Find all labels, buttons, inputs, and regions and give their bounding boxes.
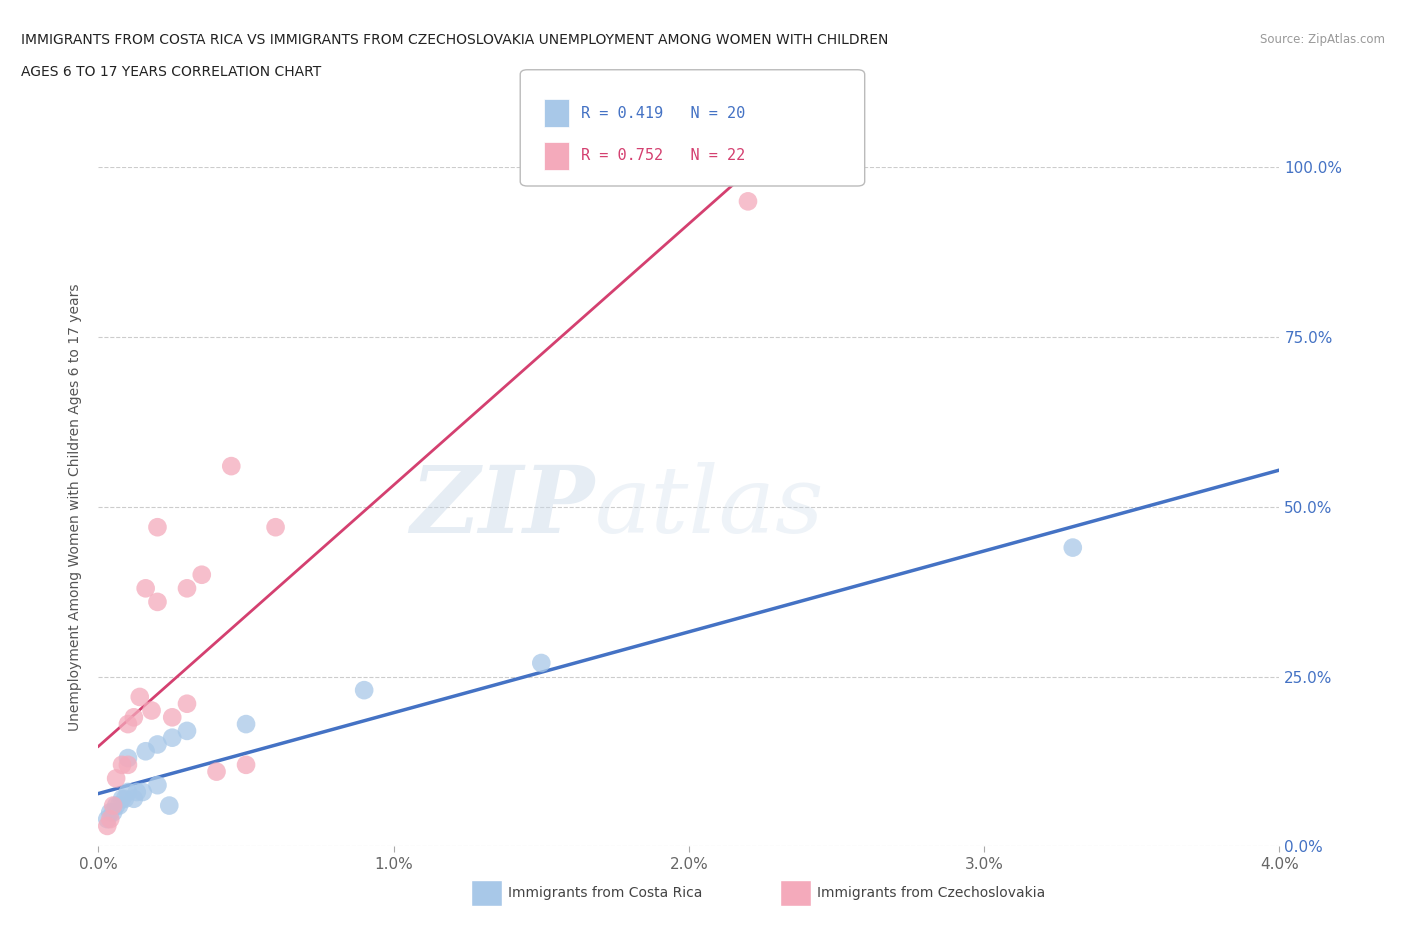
Point xyxy=(132,785,155,800)
Text: IMMIGRANTS FROM COSTA RICA VS IMMIGRANTS FROM CZECHOSLOVAKIA UNEMPLOYMENT AMONG : IMMIGRANTS FROM COSTA RICA VS IMMIGRANTS… xyxy=(21,33,889,46)
Text: R = 0.419   N = 20: R = 0.419 N = 20 xyxy=(581,106,745,121)
Point xyxy=(125,785,148,800)
Point xyxy=(146,777,169,792)
Point xyxy=(105,771,128,786)
Point xyxy=(108,798,131,813)
Point xyxy=(122,710,145,724)
Point xyxy=(235,757,257,772)
Y-axis label: Unemployment Among Women with Children Ages 6 to 17 years: Unemployment Among Women with Children A… xyxy=(69,283,83,731)
Point xyxy=(135,744,157,759)
Text: atlas: atlas xyxy=(595,462,824,551)
Point xyxy=(103,805,125,820)
Point xyxy=(219,458,242,473)
Point xyxy=(117,757,139,772)
Point xyxy=(353,683,375,698)
Point xyxy=(111,757,134,772)
Point xyxy=(141,703,163,718)
Point xyxy=(98,805,121,820)
Point xyxy=(530,656,553,671)
Point xyxy=(205,764,228,779)
Point xyxy=(235,717,257,732)
Text: R = 0.752   N = 22: R = 0.752 N = 22 xyxy=(581,149,745,164)
Point xyxy=(146,737,169,752)
Point xyxy=(122,791,145,806)
Point xyxy=(176,581,198,596)
Text: ZIP: ZIP xyxy=(411,462,595,551)
Text: Source: ZipAtlas.com: Source: ZipAtlas.com xyxy=(1260,33,1385,46)
Point xyxy=(96,812,118,827)
Point xyxy=(135,581,157,596)
Point xyxy=(128,689,150,704)
Point xyxy=(111,791,134,806)
Point xyxy=(162,710,183,724)
Point xyxy=(117,717,139,732)
Point xyxy=(176,697,198,711)
Point xyxy=(737,194,759,209)
Point xyxy=(98,812,121,827)
Point xyxy=(264,520,287,535)
Point xyxy=(105,798,128,813)
Point xyxy=(1062,540,1084,555)
Point xyxy=(176,724,198,738)
Point xyxy=(146,594,169,609)
Point xyxy=(162,730,183,745)
Text: AGES 6 TO 17 YEARS CORRELATION CHART: AGES 6 TO 17 YEARS CORRELATION CHART xyxy=(21,65,322,79)
Point xyxy=(117,785,139,800)
Point xyxy=(114,791,136,806)
Point xyxy=(157,798,180,813)
Point xyxy=(146,520,169,535)
Point xyxy=(191,567,214,582)
Point xyxy=(117,751,139,765)
Point xyxy=(96,818,118,833)
Text: Immigrants from Czechoslovakia: Immigrants from Czechoslovakia xyxy=(817,885,1045,900)
Point xyxy=(103,798,125,813)
Text: Immigrants from Costa Rica: Immigrants from Costa Rica xyxy=(508,885,702,900)
